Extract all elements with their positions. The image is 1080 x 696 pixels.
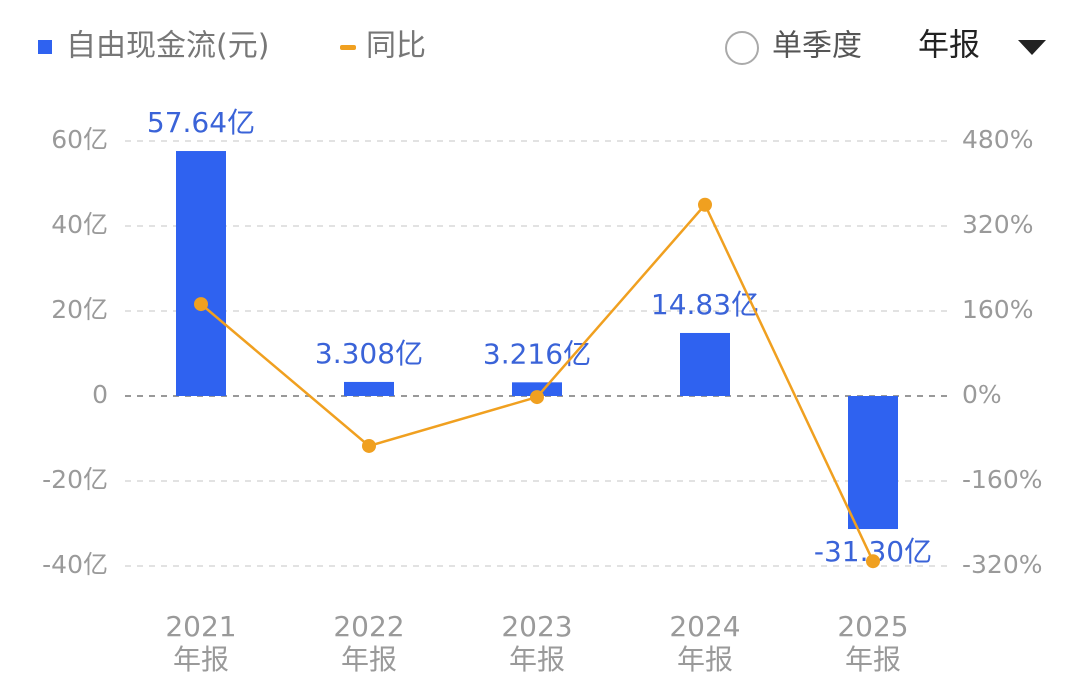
y-tick-label: 0 — [92, 380, 108, 409]
y-tick-label: -40亿 — [42, 550, 108, 579]
x-tick-label: 年报 — [845, 643, 901, 676]
x-tick-label: 年报 — [677, 643, 733, 676]
y-tick-label: 20亿 — [51, 295, 108, 324]
bar — [512, 382, 562, 396]
radio-button[interactable] — [725, 31, 759, 65]
y2-tick-label: 0% — [962, 380, 1002, 409]
line-point — [866, 554, 880, 569]
data-label: 57.64亿 — [147, 106, 255, 139]
dropdown-arrow[interactable] — [1018, 40, 1046, 55]
x-tick-label: 2022 — [333, 610, 404, 643]
data-label: 14.83亿 — [651, 288, 759, 321]
y2-tick-label: 160% — [962, 295, 1033, 324]
quarter-option[interactable]: 单季度 — [772, 29, 862, 64]
y-tick-label: 60亿 — [51, 125, 108, 154]
y2-tick-label: 320% — [962, 210, 1033, 239]
y2-tick-label: -320% — [962, 550, 1043, 579]
legend-swatch — [38, 40, 52, 54]
x-tick-label: 年报 — [509, 643, 565, 676]
bar — [848, 396, 898, 530]
y-tick-label: 40亿 — [51, 210, 108, 239]
legend-label: 自由现金流(元) — [66, 29, 269, 64]
y-tick-label: -20亿 — [42, 465, 108, 494]
y2-tick-label: 480% — [962, 125, 1033, 154]
bar — [176, 151, 226, 396]
x-tick-label: 2024 — [669, 610, 740, 643]
x-tick-label: 2021 — [165, 610, 236, 643]
y2-tick-label: -160% — [962, 465, 1043, 494]
line-point — [530, 390, 544, 405]
legend-label: 同比 — [366, 29, 426, 64]
period-select[interactable]: 年报 — [918, 28, 980, 64]
x-tick-label: 年报 — [173, 643, 229, 676]
line-point — [194, 297, 208, 312]
x-tick-label: 年报 — [341, 643, 397, 676]
line-point — [698, 197, 712, 212]
bar — [680, 332, 730, 396]
bar — [344, 381, 394, 396]
data-label: 3.308亿 — [315, 337, 423, 370]
line-point — [362, 438, 376, 453]
legend-swatch — [340, 45, 356, 50]
x-tick-label: 2025 — [837, 610, 908, 643]
data-label: 3.216亿 — [483, 337, 591, 370]
x-tick-label: 2023 — [501, 610, 572, 643]
